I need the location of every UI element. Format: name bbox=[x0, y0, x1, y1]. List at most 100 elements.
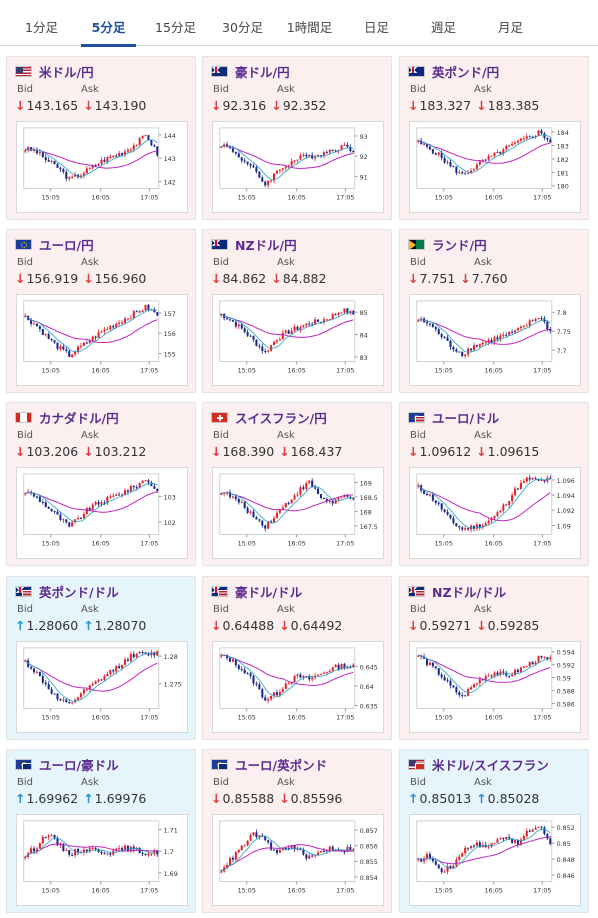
pair-link[interactable]: NZドル/円 bbox=[235, 237, 297, 253]
mini-chart[interactable]: 0.852 0.85 0.848 0.846 15:05 16:05 17:05 bbox=[409, 814, 581, 906]
ask-label: Ask bbox=[81, 257, 99, 268]
mini-chart[interactable]: 1.71 1.7 1.69 15:05 16:05 17:05 bbox=[16, 814, 188, 906]
pair-link[interactable]: カナダドル/円 bbox=[39, 410, 119, 426]
candle-body bbox=[346, 846, 349, 852]
tab-4[interactable]: 1時間足 bbox=[286, 20, 333, 35]
mini-chart[interactable]: 144 143 142 15:05 16:05 17:05 bbox=[16, 121, 188, 213]
candlestick-chart: 103 102 15:05 16:05 17:05 bbox=[23, 473, 176, 547]
mini-chart[interactable]: 0.645 0.64 0.635 15:05 16:05 17:05 bbox=[212, 641, 384, 733]
pair-link[interactable]: NZドル/ドル bbox=[432, 584, 507, 600]
candle-body bbox=[53, 340, 56, 343]
pair-link[interactable]: ユーロ/豪ドル bbox=[39, 757, 119, 773]
ask-value: 92.352 bbox=[282, 98, 327, 113]
candle-body bbox=[296, 848, 299, 850]
bid-label: Bid bbox=[17, 84, 33, 95]
pair-link[interactable]: ランド/円 bbox=[432, 237, 487, 253]
mini-chart[interactable]: 157 156 155 15:05 16:05 17:05 bbox=[16, 294, 188, 386]
price-values: ↓84.862 ↓84.882 bbox=[211, 271, 331, 286]
candle-body bbox=[47, 835, 50, 838]
candle-body bbox=[129, 318, 132, 320]
pair-link[interactable]: 米ドル/円 bbox=[39, 64, 94, 80]
mini-chart[interactable]: 1.28 1.275 15:05 16:05 17:05 bbox=[16, 641, 188, 733]
y-tick-label: 0.594 bbox=[557, 650, 575, 657]
candle-body bbox=[35, 496, 38, 498]
ask-value: 1.28070 bbox=[94, 618, 147, 633]
pair-link[interactable]: ユーロ/円 bbox=[39, 237, 94, 253]
mini-chart[interactable]: 184 183 182 181 180 15:05 16:05 17:05 bbox=[409, 121, 581, 213]
price-labels: Bid Ask bbox=[213, 84, 341, 95]
candle-body bbox=[508, 501, 511, 506]
ask-value: 0.85596 bbox=[290, 791, 343, 806]
arrow-down-icon: ↓ bbox=[408, 444, 419, 459]
ask-label: Ask bbox=[81, 604, 99, 615]
candle-body bbox=[132, 485, 135, 488]
pair-link[interactable]: 豪ドル/ドル bbox=[235, 584, 303, 600]
rate-card: 英ポンド/円 Bid Ask ↓183.327 ↓183.385 184 183 182 181… bbox=[399, 56, 589, 220]
y-tick-label: 7.7 bbox=[557, 348, 567, 355]
candle-body bbox=[135, 653, 138, 658]
tab-3[interactable]: 30分足 bbox=[222, 20, 263, 35]
candle-body bbox=[258, 835, 261, 838]
pair-link[interactable]: スイスフラン/円 bbox=[235, 410, 327, 426]
mini-chart[interactable]: 1.096 1.094 1.092 1.09 15:05 16:05 17:05 bbox=[409, 467, 581, 559]
candle-body bbox=[505, 145, 508, 150]
candle-body bbox=[275, 692, 278, 696]
candle-body bbox=[273, 173, 276, 181]
candle-body bbox=[478, 344, 481, 347]
x-tick-label: 15:05 bbox=[435, 714, 453, 721]
candle-body bbox=[220, 655, 223, 657]
candle-body bbox=[62, 346, 65, 350]
pair-link[interactable]: 米ドル/スイスフラン bbox=[432, 757, 549, 773]
mini-chart[interactable]: 103 102 15:05 16:05 17:05 bbox=[16, 467, 188, 559]
candle-body bbox=[431, 494, 434, 501]
candle-body bbox=[540, 318, 543, 320]
mini-chart[interactable]: 0.857 0.856 0.855 0.854 15:05 16:05 17:05 bbox=[212, 814, 384, 906]
pair-link[interactable]: 英ポンド/円 bbox=[432, 64, 500, 80]
tab-2[interactable]: 15分足 bbox=[155, 20, 196, 35]
candle-body bbox=[322, 152, 325, 157]
mini-chart[interactable]: 0.594 0.592 0.59 0.588 0.586 15:05 16:05 17:05 bbox=[409, 641, 581, 733]
candle-body bbox=[516, 669, 520, 673]
plot-area bbox=[416, 300, 553, 363]
candle-body bbox=[343, 851, 346, 853]
candle-body bbox=[534, 318, 537, 321]
tab-1[interactable]: 5分足 bbox=[75, 0, 142, 47]
tab-7[interactable]: 月足 bbox=[497, 20, 523, 35]
pair-link[interactable]: 豪ドル/円 bbox=[235, 64, 290, 80]
nz-us-flag bbox=[408, 585, 425, 597]
candle-body bbox=[499, 152, 502, 154]
x-tick-label: 16:05 bbox=[485, 887, 503, 894]
x-tick-label: 16:05 bbox=[92, 887, 110, 894]
y-tick-label: 1.71 bbox=[164, 827, 178, 834]
tab-0[interactable]: 1分足 bbox=[25, 20, 58, 35]
tab-6[interactable]: 週足 bbox=[430, 20, 456, 35]
candle-body bbox=[331, 149, 334, 151]
ma-short-line bbox=[24, 309, 158, 353]
candle-body bbox=[540, 480, 543, 482]
card-header: ユーロ/円 bbox=[15, 236, 94, 253]
eu-au-flag bbox=[15, 758, 32, 770]
candle-body bbox=[440, 868, 443, 873]
au-us-flag bbox=[211, 585, 228, 597]
tab-5[interactable]: 日足 bbox=[363, 20, 389, 35]
ma-long-line bbox=[418, 318, 551, 345]
candle-body bbox=[275, 512, 278, 519]
candle-body bbox=[425, 143, 429, 147]
candle-body bbox=[302, 849, 305, 855]
mini-chart[interactable]: 7.8 7.75 7.7 15:05 16:05 17:05 bbox=[409, 294, 581, 386]
mini-chart[interactable]: 93 92 91 15:05 16:05 17:05 bbox=[212, 121, 384, 213]
candle-body bbox=[68, 702, 71, 704]
candle-body bbox=[220, 314, 223, 316]
pair-link[interactable]: 英ポンド/ドル bbox=[39, 584, 119, 600]
mini-chart[interactable]: 169 168.5 168 167.5 15:05 16:05 17:05 bbox=[212, 467, 384, 559]
pair-link[interactable]: ユーロ/ドル bbox=[432, 410, 500, 426]
ask-value: 156.960 bbox=[94, 271, 147, 286]
candle-body bbox=[443, 871, 446, 873]
mini-chart[interactable]: 85 84 83 15:05 16:05 17:05 bbox=[212, 294, 384, 386]
ma-short-line bbox=[221, 654, 354, 698]
pair-link[interactable]: ユーロ/英ポンド bbox=[235, 757, 328, 773]
candle-body bbox=[41, 836, 44, 844]
candle-body bbox=[115, 323, 118, 328]
candle-body bbox=[467, 348, 470, 355]
candle-body bbox=[30, 320, 33, 324]
